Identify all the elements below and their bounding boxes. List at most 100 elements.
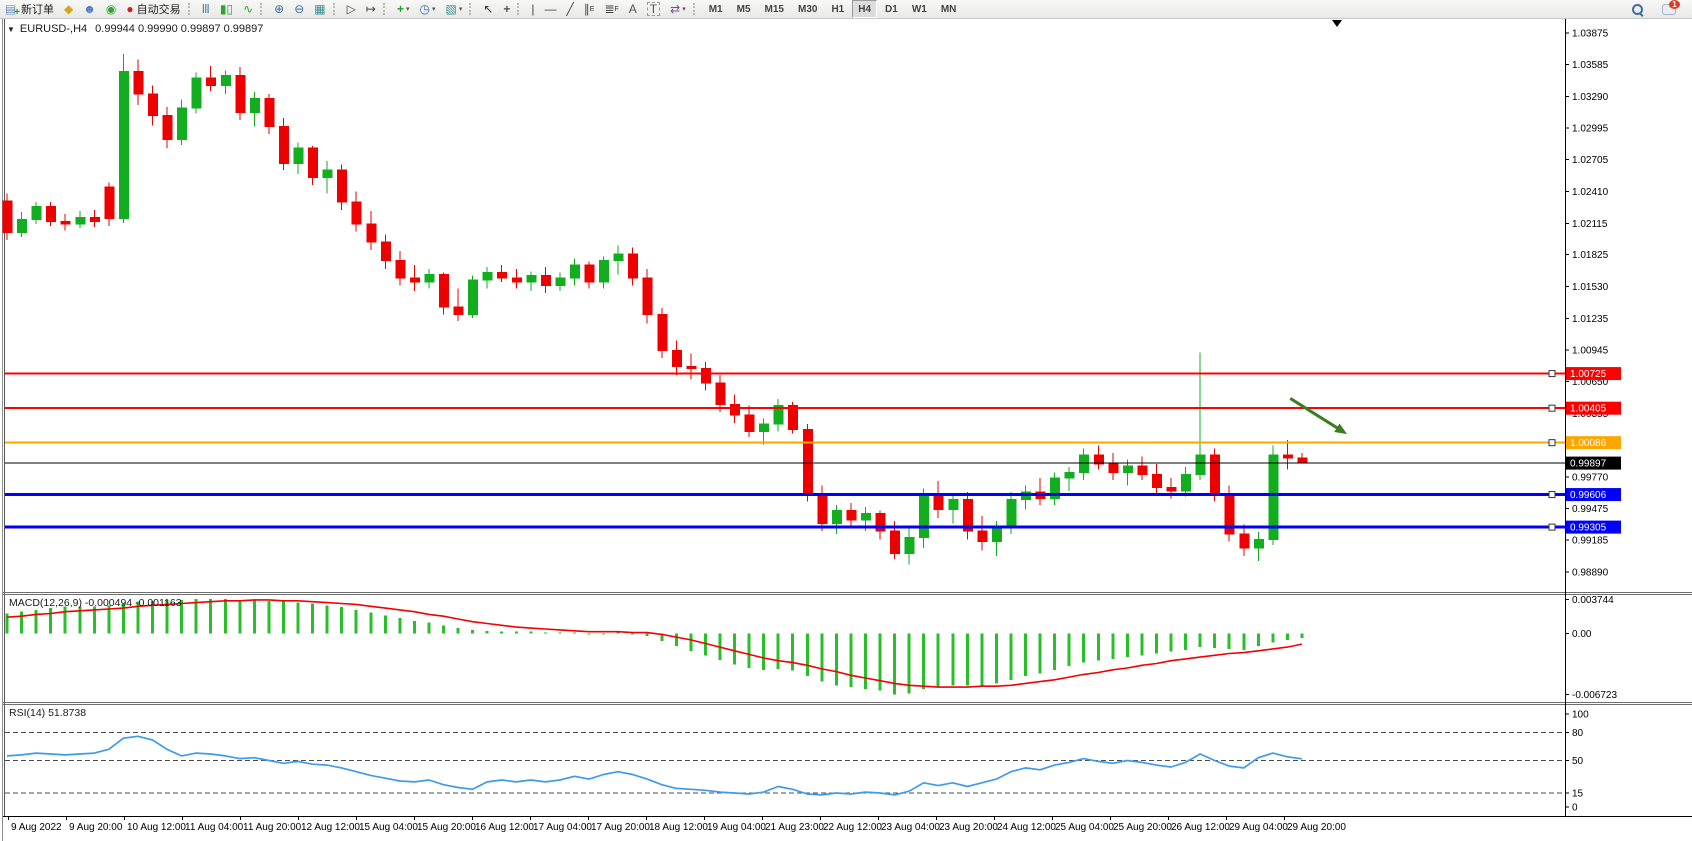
chart-shift-marker-icon[interactable] bbox=[1332, 20, 1342, 27]
tile-windows-button[interactable]: ▦ bbox=[310, 0, 329, 18]
time-axis: 9 Aug 2022 9 Aug 20:00 10 Aug 12:00 11 Aug … bbox=[8, 817, 1346, 833]
line-chart-button[interactable]: ∿ bbox=[239, 0, 257, 18]
current-price-label: 0.99897 bbox=[1570, 459, 1607, 470]
macd-bar bbox=[92, 606, 96, 634]
timeframe-m30-button[interactable]: M30 bbox=[797, 3, 818, 15]
candle bbox=[962, 499, 973, 532]
candle bbox=[75, 216, 86, 225]
timeframe-m1-button[interactable]: M1 bbox=[708, 3, 723, 15]
macd-tick-label: -0.006723 bbox=[1572, 690, 1617, 701]
horizontal-line-0.99606[interactable]: 0.99606 bbox=[5, 488, 1621, 502]
horizontal-line-button[interactable]: — bbox=[541, 0, 561, 18]
candle bbox=[191, 77, 202, 109]
trend-arrow-annotation[interactable] bbox=[1289, 397, 1348, 435]
chat-button[interactable]: 1 bbox=[1654, 0, 1685, 18]
timeframe-h4-button[interactable]: H4 bbox=[852, 0, 878, 18]
candle bbox=[555, 277, 566, 286]
candle bbox=[977, 530, 988, 543]
timeframe-w1-button[interactable]: W1 bbox=[911, 3, 927, 15]
toolbar-separator bbox=[187, 3, 195, 15]
bar-chart-button[interactable]: Ⅲ bbox=[198, 0, 214, 18]
candle bbox=[1253, 539, 1264, 549]
fibonacci-button[interactable]: ≣ F bbox=[600, 0, 622, 18]
macd-bar bbox=[703, 633, 707, 656]
chart-title: ▼ EURUSD-,H4 0.99944 0.99990 0.99897 0.9… bbox=[7, 23, 263, 35]
text-button[interactable]: A bbox=[625, 0, 641, 18]
time-tick-label: 23 Aug 20:00 bbox=[939, 822, 998, 833]
timeframe-mn-button[interactable]: MN bbox=[940, 3, 957, 15]
macd-bar bbox=[558, 632, 562, 634]
arrows-button[interactable]: ⇄ ▾ bbox=[666, 0, 690, 18]
auto-scroll-button[interactable]: ▷ bbox=[343, 0, 360, 18]
timeframe-m15-button[interactable]: M15 bbox=[764, 3, 784, 15]
macd-bar bbox=[412, 620, 416, 634]
time-tick-label: 22 Aug 12:00 bbox=[823, 822, 882, 833]
indicators-button[interactable]: + ▾ bbox=[393, 0, 414, 18]
zoom-out-button[interactable]: ⊖ bbox=[290, 0, 308, 18]
horizontal-line-1.00725[interactable]: 1.00725 bbox=[5, 367, 1621, 381]
fibonacci-icon: ≣ bbox=[604, 2, 615, 16]
line-handle bbox=[1548, 491, 1556, 499]
new-order-button[interactable]: ▤ + 新订单 bbox=[1, 0, 58, 18]
chat-badge: 1 bbox=[1669, 0, 1680, 9]
text-label-icon: T bbox=[646, 2, 661, 16]
timeframe-d1-button[interactable]: D1 bbox=[885, 3, 898, 15]
time-tick-label: 17 Aug 04:00 bbox=[533, 822, 592, 833]
macd-bar bbox=[1242, 633, 1246, 650]
macd-bar bbox=[1300, 633, 1304, 638]
macd-bar bbox=[1154, 633, 1158, 654]
search-button[interactable] bbox=[1623, 0, 1652, 18]
candle bbox=[2, 200, 13, 233]
macd-bar bbox=[922, 633, 926, 689]
macd-bar bbox=[863, 633, 867, 689]
templates-dropdown-icon[interactable]: ▾ bbox=[458, 6, 463, 13]
signals-button[interactable]: ◉ bbox=[102, 0, 120, 18]
pane-separators[interactable] bbox=[3, 592, 1692, 817]
zoom-in-button[interactable]: ⊕ bbox=[270, 0, 288, 18]
crosshair-button[interactable]: + bbox=[499, 0, 514, 18]
profile-button[interactable]: ☻ bbox=[79, 0, 100, 18]
chart-shift-button[interactable]: ↦ bbox=[362, 0, 380, 18]
text-label-button[interactable]: T bbox=[643, 0, 664, 18]
cursor-button[interactable]: ↖ bbox=[479, 0, 497, 18]
periods-button[interactable]: ◷ ▾ bbox=[415, 0, 439, 18]
styler-button[interactable]: ◆ bbox=[60, 0, 77, 18]
candle bbox=[337, 169, 348, 203]
equidistant-channel-button[interactable]: ∥ E bbox=[580, 0, 599, 18]
time-tick-label: 26 Aug 12:00 bbox=[1171, 822, 1230, 833]
indicators-icon: + bbox=[396, 2, 404, 16]
horizontal-line-0.99305[interactable]: 0.99305 bbox=[5, 520, 1621, 534]
candle bbox=[511, 277, 522, 283]
time-tick-label: 12 Aug 12:00 bbox=[301, 822, 360, 833]
timeframe-h1-button[interactable]: H1 bbox=[831, 3, 845, 15]
chart-title-ohlc: 0.99944 0.99990 0.99897 0.99897 bbox=[95, 23, 264, 35]
candle bbox=[482, 271, 493, 281]
periods-dropdown-icon[interactable]: ▾ bbox=[431, 6, 436, 13]
candle bbox=[860, 513, 871, 521]
toolbar-separator bbox=[469, 3, 476, 15]
trendline-button[interactable]: ╱ bbox=[563, 0, 578, 18]
candle bbox=[60, 221, 71, 225]
horizontal-line-1.00086[interactable]: 1.00086 bbox=[5, 436, 1621, 450]
indicators-dropdown-icon[interactable]: ▾ bbox=[405, 6, 410, 13]
candle bbox=[31, 206, 42, 221]
arrows-dropdown-icon[interactable]: ▾ bbox=[682, 6, 686, 13]
macd-bar bbox=[951, 633, 955, 686]
macd-bar bbox=[762, 633, 766, 670]
candle bbox=[1210, 454, 1221, 495]
collapse-chart-icon[interactable]: ▼ bbox=[7, 24, 15, 34]
auto-trading-button[interactable]: ● 自动交易 bbox=[122, 0, 184, 18]
candle bbox=[453, 306, 464, 316]
cursor-icon: ↖ bbox=[483, 2, 494, 16]
time-tick-label: 9 Aug 2022 bbox=[11, 822, 62, 833]
templates-button[interactable]: ▧ ▾ bbox=[441, 0, 466, 18]
candle bbox=[526, 275, 537, 283]
macd-bar bbox=[238, 599, 242, 634]
timeframe-m5-button[interactable]: M5 bbox=[736, 3, 751, 15]
vertical-line-button[interactable]: | bbox=[527, 0, 538, 18]
candlestick-chart-button[interactable]: ▮▯ bbox=[216, 0, 237, 18]
line-price-label: 1.00725 bbox=[1570, 369, 1607, 380]
price-tick-label: 0.99185 bbox=[1572, 536, 1609, 547]
